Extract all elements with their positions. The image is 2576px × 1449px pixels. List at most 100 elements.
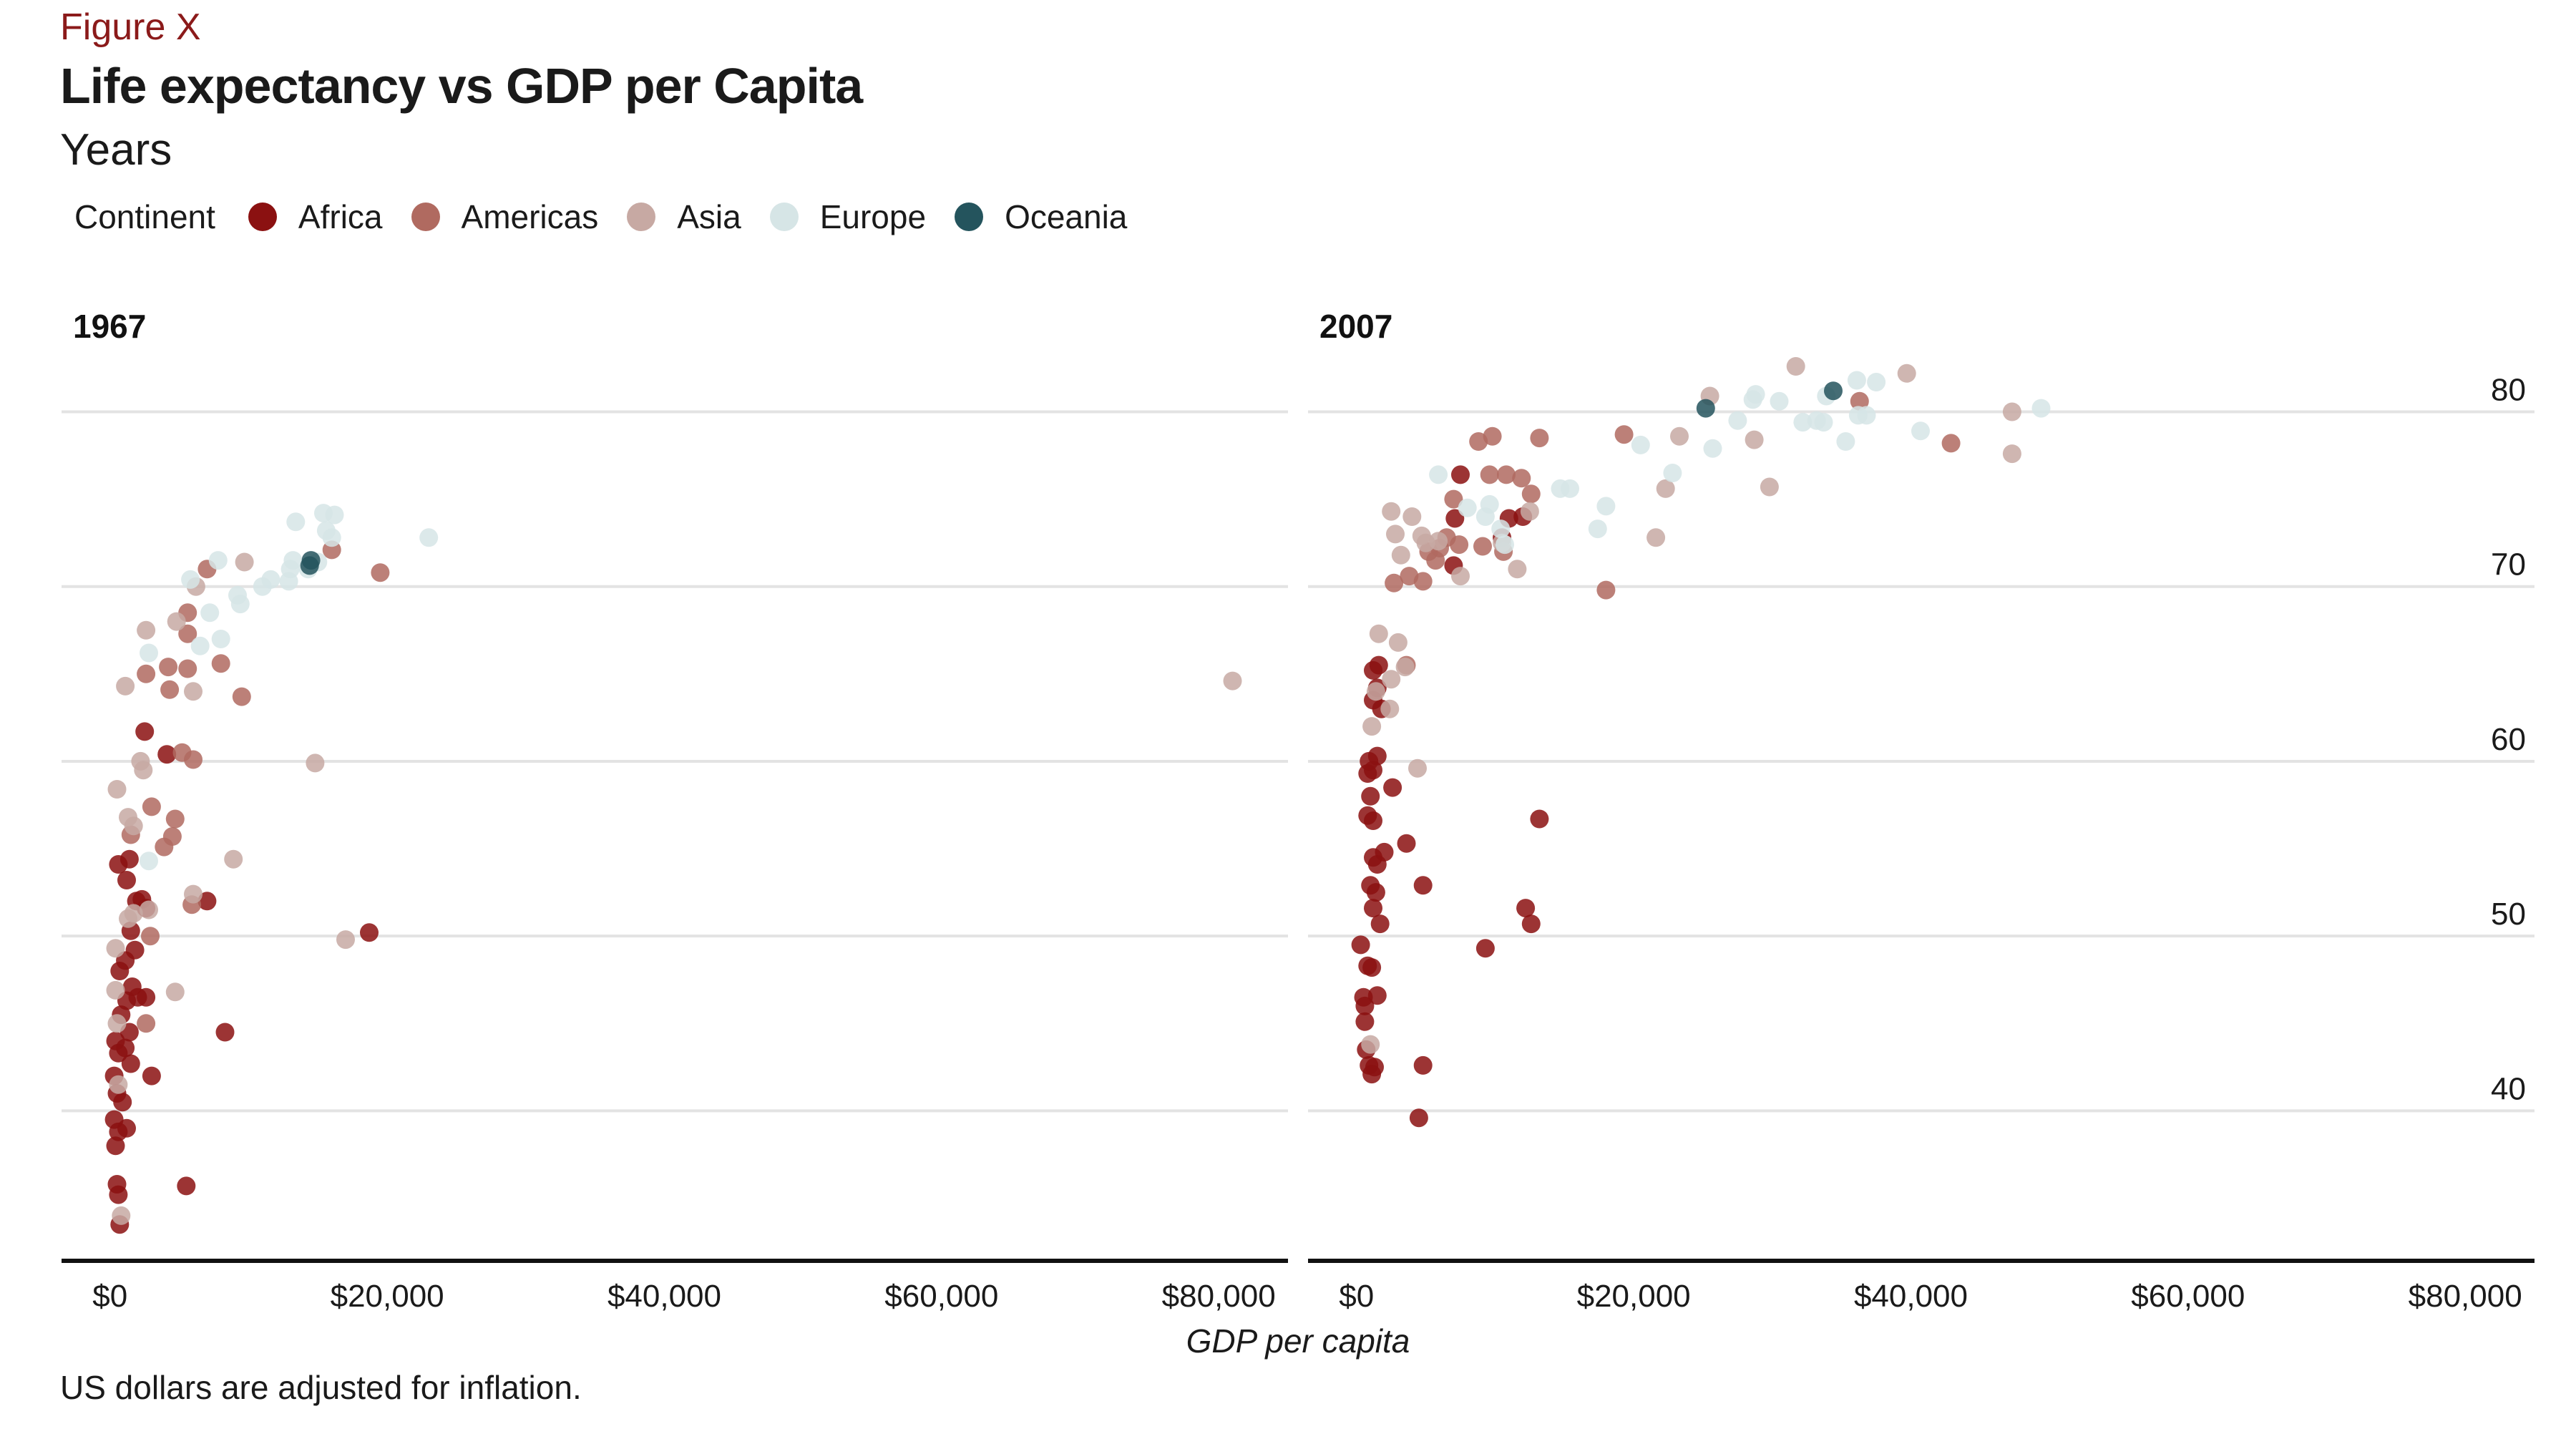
panel-title: 2007	[1319, 308, 1392, 345]
x-tick-label: $0	[92, 1279, 127, 1314]
data-point	[1824, 381, 1843, 401]
data-point	[1814, 413, 1833, 432]
data-point	[140, 852, 158, 871]
data-point	[1451, 465, 1470, 484]
data-point	[1663, 464, 1682, 482]
data-point	[1450, 535, 1469, 555]
legend-swatch-oceania	[955, 203, 984, 231]
data-point	[137, 664, 156, 683]
data-point	[1911, 421, 1930, 441]
legend-label-africa: Africa	[298, 198, 383, 235]
data-point	[1364, 899, 1382, 918]
data-point	[107, 780, 127, 799]
data-point	[1473, 537, 1492, 556]
x-tick-label: $60,000	[2131, 1279, 2245, 1314]
data-point	[360, 923, 379, 942]
legend-item-asia: Asia	[627, 197, 741, 236]
data-point	[172, 743, 192, 762]
data-point	[1897, 364, 1916, 383]
x-tick-label: $20,000	[331, 1279, 444, 1314]
data-point	[197, 892, 217, 911]
data-point	[1402, 507, 1422, 526]
data-point	[1561, 479, 1579, 498]
data-point	[1850, 391, 1869, 411]
data-point	[141, 927, 160, 946]
data-point	[224, 849, 243, 869]
data-point	[1857, 406, 1876, 425]
data-point	[1530, 809, 1549, 829]
data-point	[1458, 498, 1477, 517]
data-point	[1496, 535, 1514, 555]
data-point	[119, 849, 139, 869]
data-point	[1596, 497, 1616, 516]
data-point	[306, 753, 325, 773]
data-point	[1366, 883, 1385, 902]
data-point	[140, 900, 158, 919]
data-point	[1361, 1035, 1380, 1054]
legend-label-europe: Europe	[819, 198, 927, 235]
data-point	[140, 643, 158, 663]
data-point	[1521, 914, 1541, 934]
x-tick-label: $60,000	[884, 1279, 998, 1314]
legend-label-americas: Americas	[461, 198, 599, 235]
data-point	[235, 552, 254, 572]
figure-label: Figure X	[60, 6, 201, 48]
data-point	[107, 1175, 127, 1194]
data-point	[1386, 525, 1405, 544]
data-point	[1480, 465, 1499, 484]
data-point	[124, 904, 143, 923]
data-point	[1696, 399, 1715, 418]
data-point	[184, 682, 203, 701]
data-point	[300, 556, 319, 575]
data-point	[1408, 758, 1427, 778]
data-point	[165, 982, 185, 1002]
data-point	[184, 884, 203, 904]
data-point	[1364, 811, 1382, 830]
data-point	[1483, 426, 1502, 446]
data-point	[261, 570, 280, 589]
data-point	[190, 636, 210, 655]
data-point	[1380, 699, 1400, 718]
data-point	[137, 620, 156, 640]
data-point	[211, 630, 230, 648]
legend-item-africa: Africa	[248, 197, 383, 236]
data-point	[1770, 391, 1789, 411]
data-point	[1508, 560, 1527, 579]
data-point	[155, 837, 174, 857]
data-point	[1375, 842, 1394, 862]
data-point	[1355, 1012, 1375, 1031]
data-point	[122, 977, 142, 996]
x-tick-label: $80,000	[2409, 1279, 2522, 1314]
legend-title: Continent	[74, 198, 215, 235]
data-point	[1388, 633, 1407, 652]
x-tick-label: $40,000	[608, 1279, 721, 1314]
data-point	[1497, 465, 1516, 484]
data-point	[1941, 434, 1961, 453]
data-point	[157, 745, 177, 764]
legend: Continent Africa Americas Asia Europe Oc…	[74, 193, 1156, 240]
data-point	[1370, 914, 1390, 934]
chart-title: Life expectancy vs GDP per Capita	[60, 58, 863, 114]
data-point	[1395, 658, 1415, 677]
caption: US dollars are adjusted for inflation.	[60, 1369, 582, 1406]
data-point	[1836, 432, 1855, 451]
data-point	[106, 939, 125, 958]
data-point	[1670, 426, 1689, 446]
data-point	[1728, 411, 1747, 430]
legend-item-europe: Europe	[769, 197, 927, 236]
data-point	[279, 572, 298, 591]
data-point	[1520, 502, 1539, 521]
data-point	[1367, 986, 1387, 1005]
legend-swatch-europe	[769, 203, 799, 231]
data-point	[167, 612, 186, 631]
data-point	[1786, 357, 1805, 376]
chart-subtitle: Years	[60, 125, 172, 175]
legend-label-oceania: Oceania	[1005, 198, 1128, 235]
data-point	[1588, 519, 1607, 539]
data-point	[1367, 746, 1387, 766]
data-point	[106, 980, 125, 1000]
data-point	[1369, 624, 1388, 643]
data-point	[1614, 425, 1634, 444]
data-point	[106, 1031, 125, 1050]
